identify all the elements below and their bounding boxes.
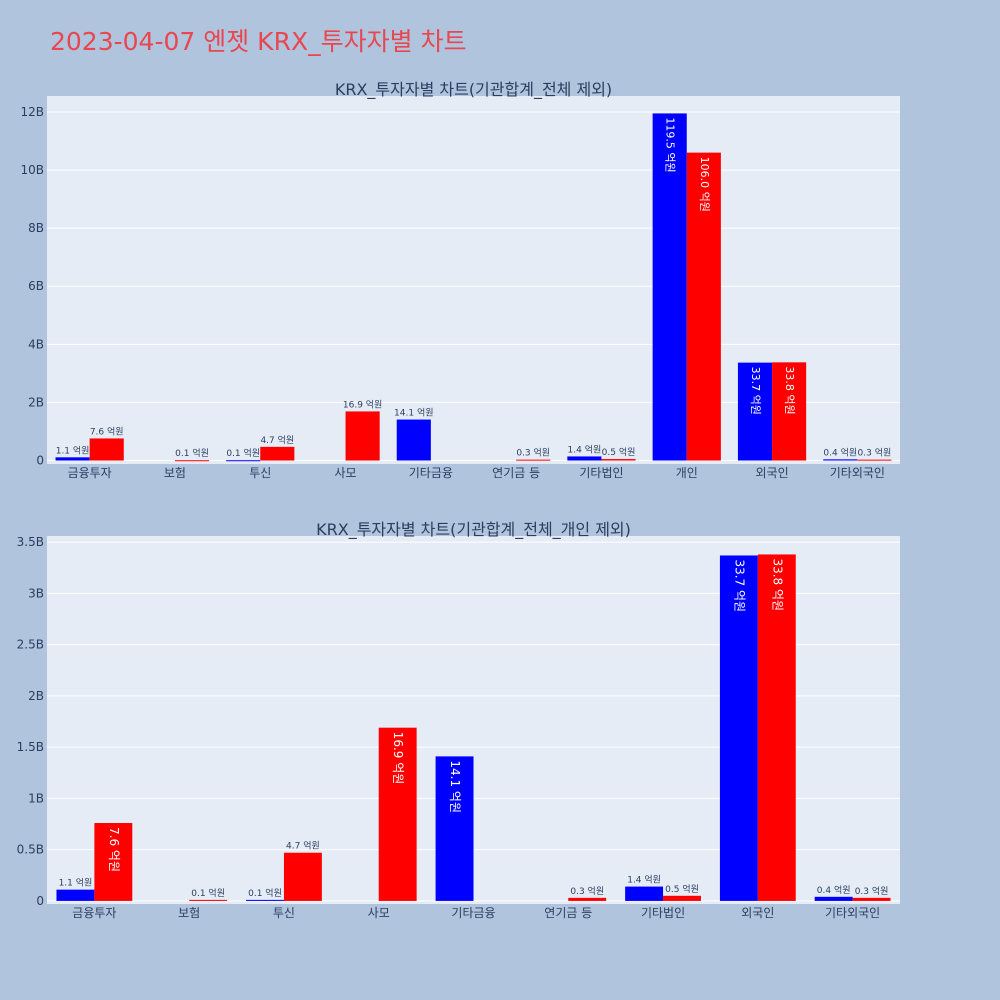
bar-sell xyxy=(283,852,322,901)
bar-buy xyxy=(567,456,602,461)
y-tick-label: 0.5B xyxy=(17,843,44,857)
y-tick-label: 2B xyxy=(28,395,44,409)
data-label: 0.4 억원 xyxy=(817,884,851,896)
data-label: 33.7 억원 xyxy=(732,559,746,612)
data-label: 106.0 억원 xyxy=(698,157,711,212)
x-tick-label: 금융투자 xyxy=(68,466,112,480)
x-tick-label: 금융투자 xyxy=(72,906,116,920)
bar-buy xyxy=(435,756,474,901)
bar-sell xyxy=(757,554,796,901)
bar-buy xyxy=(396,419,431,461)
y-tick-label: 0 xyxy=(36,894,44,908)
x-tick-label: 기타금융 xyxy=(451,906,495,920)
data-label: 119.5 억원 xyxy=(664,117,677,172)
data-label: 33.8 억원 xyxy=(783,366,796,414)
bar-chart-bottom: 0 0.5B 1B 1.5B 2B 2.5B 3B 3.5B KRX_투자자별 차트(기관합계_… xyxy=(17,520,900,920)
data-label: 0.3 억원 xyxy=(858,447,892,459)
bar-buy xyxy=(823,459,858,461)
bar-sell xyxy=(857,459,892,461)
data-label: 0.1 억원 xyxy=(248,887,282,899)
bar-buy xyxy=(226,460,261,462)
y-tick-label: 1.5B xyxy=(17,740,44,754)
data-label: 0.5 억원 xyxy=(665,883,699,895)
x-tick-label: 투신 xyxy=(249,466,271,480)
data-label: 0.3 억원 xyxy=(855,885,889,897)
bar-sell xyxy=(686,152,721,461)
data-label: 0.4 억원 xyxy=(823,446,857,458)
y-tick-label: 3.5B xyxy=(17,535,44,549)
x-tick-label: 연기금 등 xyxy=(492,466,540,480)
data-label: 33.7 억원 xyxy=(749,367,762,415)
x-tick-label: 기타법인 xyxy=(641,906,685,920)
y-tick-label: 10B xyxy=(20,163,44,177)
data-label: 7.6 억원 xyxy=(107,827,121,872)
y-tick-label: 8B xyxy=(28,221,44,235)
y-tick-label: 2.5B xyxy=(17,638,44,652)
data-label: 0.3 억원 xyxy=(570,885,604,897)
x-tick-label: 기타외국인 xyxy=(825,906,880,920)
data-label: 14.1 억원 xyxy=(448,760,462,813)
x-tick-label: 기타법인 xyxy=(579,466,623,480)
x-tick-label: 보험 xyxy=(164,466,186,480)
x-tick-label: 보험 xyxy=(178,906,200,920)
y-tick-label: 3B xyxy=(28,586,44,600)
bar-sell xyxy=(345,411,380,461)
y-tick-label: 4B xyxy=(28,337,44,351)
bar-buy xyxy=(737,362,773,461)
bar-sell xyxy=(852,897,891,901)
bar-sell xyxy=(601,459,636,461)
data-label: 33.8 억원 xyxy=(770,558,784,611)
y-tick-label: 12B xyxy=(20,105,44,119)
x-tick-label: 외국인 xyxy=(741,906,774,920)
bar-buy xyxy=(55,457,90,461)
page-title: 2023-04-07 엔젯 KRX_투자자별 차트 xyxy=(50,27,467,56)
x-tick-label: 기타외국인 xyxy=(830,466,885,480)
bar-buy xyxy=(625,886,664,901)
bar-sell xyxy=(378,727,417,901)
data-label: 0.1 억원 xyxy=(226,447,260,459)
y-tick-label: 1B xyxy=(28,791,44,805)
data-label: 1.4 억원 xyxy=(568,443,602,455)
data-label: 0.5 억원 xyxy=(602,446,636,458)
x-tick-label: 사모 xyxy=(368,906,390,920)
x-tick-label: 개인 xyxy=(676,466,698,480)
bar-sell xyxy=(89,438,124,461)
chart-title: KRX_투자자별 차트(기관합계_전체 제외) xyxy=(335,80,612,100)
data-label: 14.1 억원 xyxy=(394,407,433,419)
data-label: 1.1 억원 xyxy=(59,877,93,889)
bar-sell xyxy=(663,895,701,901)
data-label: 0.1 억원 xyxy=(191,887,225,899)
data-label: 16.9 억원 xyxy=(343,398,382,410)
bar-sell xyxy=(189,899,228,901)
x-tick-label: 기타금융 xyxy=(409,466,453,480)
y-tick-label: 6B xyxy=(28,279,44,293)
data-label: 16.9 억원 xyxy=(391,732,405,785)
x-tick-label: 사모 xyxy=(335,466,357,480)
bar-buy xyxy=(56,889,95,901)
data-label: 1.4 억원 xyxy=(627,874,661,886)
y-tick-label: 2B xyxy=(28,689,44,703)
data-label: 4.7 억원 xyxy=(286,840,320,852)
bar-chart-top: 0 2B 4B 6B 8B 10B 12B KRX_투자자별 차트(기관합계_전체 제외) 금융… xyxy=(20,80,900,480)
bar-sell xyxy=(260,446,295,461)
data-label: 0.3 억원 xyxy=(516,447,550,459)
data-label: 7.6 억원 xyxy=(90,425,124,437)
bar-buy xyxy=(719,555,758,901)
x-tick-label: 연기금 등 xyxy=(544,906,592,920)
bar-sell xyxy=(516,459,551,461)
bar-buy xyxy=(652,113,687,461)
bar-buy xyxy=(814,896,853,901)
y-tick-label: 0 xyxy=(36,454,44,468)
data-label: 1.1 억원 xyxy=(56,444,90,456)
chart-title: KRX_투자자별 차트(기관합계_전체_개인 제외) xyxy=(316,520,631,540)
bar-sell xyxy=(94,823,133,901)
bar-sell xyxy=(174,460,210,462)
data-label: 4.7 억원 xyxy=(260,434,294,446)
bar-buy xyxy=(246,899,284,901)
bar-sell xyxy=(568,897,607,901)
bar-sell xyxy=(772,362,807,461)
x-tick-label: 외국인 xyxy=(755,466,788,480)
data-label: 0.1 억원 xyxy=(175,447,209,459)
x-tick-label: 투신 xyxy=(273,906,295,920)
